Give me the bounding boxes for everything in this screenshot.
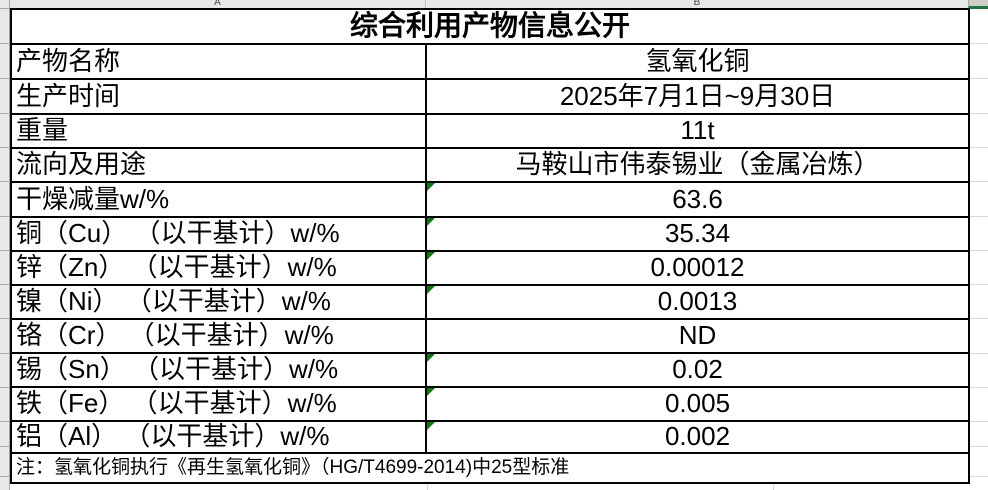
value-text: 11t (680, 115, 715, 146)
gridline (969, 284, 988, 285)
table-row: 生产时间 2025年7月1日~9月30日 (10, 78, 971, 115)
value-cell[interactable]: 63.6 (424, 181, 971, 218)
label-cell[interactable]: 镍（Ni） （以干基计）w/% (10, 284, 427, 320)
label-cell[interactable]: 重量 (10, 113, 427, 149)
table-title-cell[interactable]: 综合利用产物信息公开 (9, 8, 971, 45)
table-row: 流向及用途 马鞍山市伟泰锡业（金属冶炼） (10, 147, 971, 183)
value-text: 0.0013 (657, 286, 738, 317)
column-header-b[interactable]: B (425, 0, 968, 9)
row-header-gutter[interactable] (0, 9, 10, 490)
table-row: 综合利用产物信息公开 (9, 8, 971, 45)
select-all-corner[interactable] (0, 0, 10, 9)
value-cell[interactable]: 0.002 (424, 420, 971, 454)
label-cell[interactable]: 铁（Fe） （以干基计）w/% (10, 386, 427, 422)
gutter-row-divider (0, 284, 10, 285)
value-text: 35.34 (664, 218, 731, 249)
value-text: 0.005 (664, 388, 731, 419)
table-row: 干燥减量w/% 63.6 (10, 181, 971, 218)
value-text: 0.00012 (650, 252, 745, 283)
value-cell[interactable]: 0.0013 (424, 284, 971, 320)
number-as-text-flag-icon (428, 253, 435, 260)
number-as-text-flag-icon (428, 184, 435, 191)
number-as-text-flag-icon (428, 219, 435, 226)
gridline (969, 181, 988, 182)
label-cell[interactable]: 产物名称 (10, 43, 427, 80)
gridline (969, 250, 988, 251)
gutter-row-divider (0, 353, 10, 354)
gutter-row-divider (0, 43, 10, 44)
gridline (969, 147, 988, 148)
table-row: 铬（Cr） （以干基计）w/% ND (10, 318, 971, 354)
value-cell[interactable]: 0.005 (424, 386, 971, 422)
table-row: 注：氢氧化铜执行《再生氢氧化铜》（HG/T4699-2014)中25型标准 (9, 451, 971, 484)
column-header-c-selected[interactable] (968, 0, 988, 9)
gutter-row-divider (0, 216, 10, 217)
product-info-table: 综合利用产物信息公开 产物名称 氢氧化铜 生产时间 2025年7月1日~9月30… (9, 8, 971, 484)
value-cell[interactable]: 马鞍山市伟泰锡业（金属冶炼） (424, 147, 971, 183)
table-row: 锌（Zn） （以干基计）w/% 0.00012 (10, 250, 971, 286)
value-text: 2025年7月1日~9月30日 (559, 80, 836, 111)
gutter-row-divider (0, 421, 10, 422)
value-text: 马鞍山市伟泰锡业（金属冶炼） (515, 149, 880, 180)
gutter-row-divider (0, 476, 10, 477)
label-cell[interactable]: 干燥减量w/% (10, 181, 427, 218)
label-cell[interactable]: 铜（Cu） （以干基计）w/% (10, 216, 427, 252)
empty-column-c[interactable] (969, 9, 988, 490)
table-row: 铁（Fe） （以干基计）w/% 0.005 (10, 386, 971, 422)
number-as-text-flag-icon (428, 422, 435, 430)
label-cell[interactable]: 生产时间 (10, 78, 427, 115)
number-as-text-flag-icon (428, 287, 435, 294)
gridline (969, 387, 988, 388)
label-cell[interactable]: 流向及用途 (10, 147, 427, 183)
table-row: 铜（Cu） （以干基计）w/% 35.34 (10, 216, 971, 252)
gutter-row-divider (0, 446, 10, 447)
table-row: 镍（Ni） （以干基计）w/% 0.0013 (10, 284, 971, 320)
gutter-row-divider (0, 318, 10, 319)
gridline (969, 318, 988, 319)
label-cell[interactable]: 锡（Sn） （以干基计）w/% (10, 352, 427, 388)
value-cell[interactable]: 氢氧化铜 (424, 43, 971, 80)
value-cell[interactable]: 11t (424, 113, 971, 149)
value-text: 63.6 (672, 183, 723, 214)
label-cell[interactable]: 铝（Al） （以干基计）w/% (10, 420, 427, 454)
gridline (969, 353, 988, 354)
label-cell[interactable]: 锌（Zn） （以干基计）w/% (10, 250, 427, 286)
table-row: 铝（Al） （以干基计）w/% 0.002 (10, 420, 971, 454)
gutter-row-divider (0, 181, 10, 182)
gutter-row-divider (0, 250, 10, 251)
gutter-row-divider (0, 387, 10, 388)
gridline (969, 476, 988, 477)
value-text: 氢氧化铜 (645, 45, 750, 76)
note-cell[interactable]: 注：氢氧化铜执行《再生氢氧化铜》（HG/T4699-2014)中25型标准 (9, 451, 971, 484)
gridline (969, 113, 988, 114)
table-row: 产物名称 氢氧化铜 (10, 43, 971, 80)
value-cell[interactable]: ND (424, 318, 971, 354)
gutter-row-divider (0, 78, 10, 79)
value-cell[interactable]: 0.02 (424, 352, 971, 388)
gutter-row-divider (0, 113, 10, 114)
number-as-text-flag-icon (428, 355, 435, 362)
value-cell[interactable]: 2025年7月1日~9月30日 (424, 78, 971, 115)
table-row: 重量 11t (10, 113, 971, 149)
gridline (969, 446, 988, 447)
gutter-row-divider (0, 147, 10, 148)
value-text: 0.02 (672, 354, 723, 385)
value-cell[interactable]: 0.00012 (424, 250, 971, 286)
value-text: 0.002 (664, 421, 731, 451)
value-cell[interactable]: 35.34 (424, 216, 971, 252)
value-text: ND (678, 320, 717, 351)
gridline (969, 421, 988, 422)
gridline (969, 78, 988, 79)
number-as-text-flag-icon (428, 389, 435, 396)
gridline (969, 216, 988, 217)
gridline (969, 43, 988, 44)
column-header-a[interactable]: A (214, 0, 221, 8)
table-row: 锡（Sn） （以干基计）w/% 0.02 (10, 352, 971, 388)
label-cell[interactable]: 铬（Cr） （以干基计）w/% (10, 318, 427, 354)
